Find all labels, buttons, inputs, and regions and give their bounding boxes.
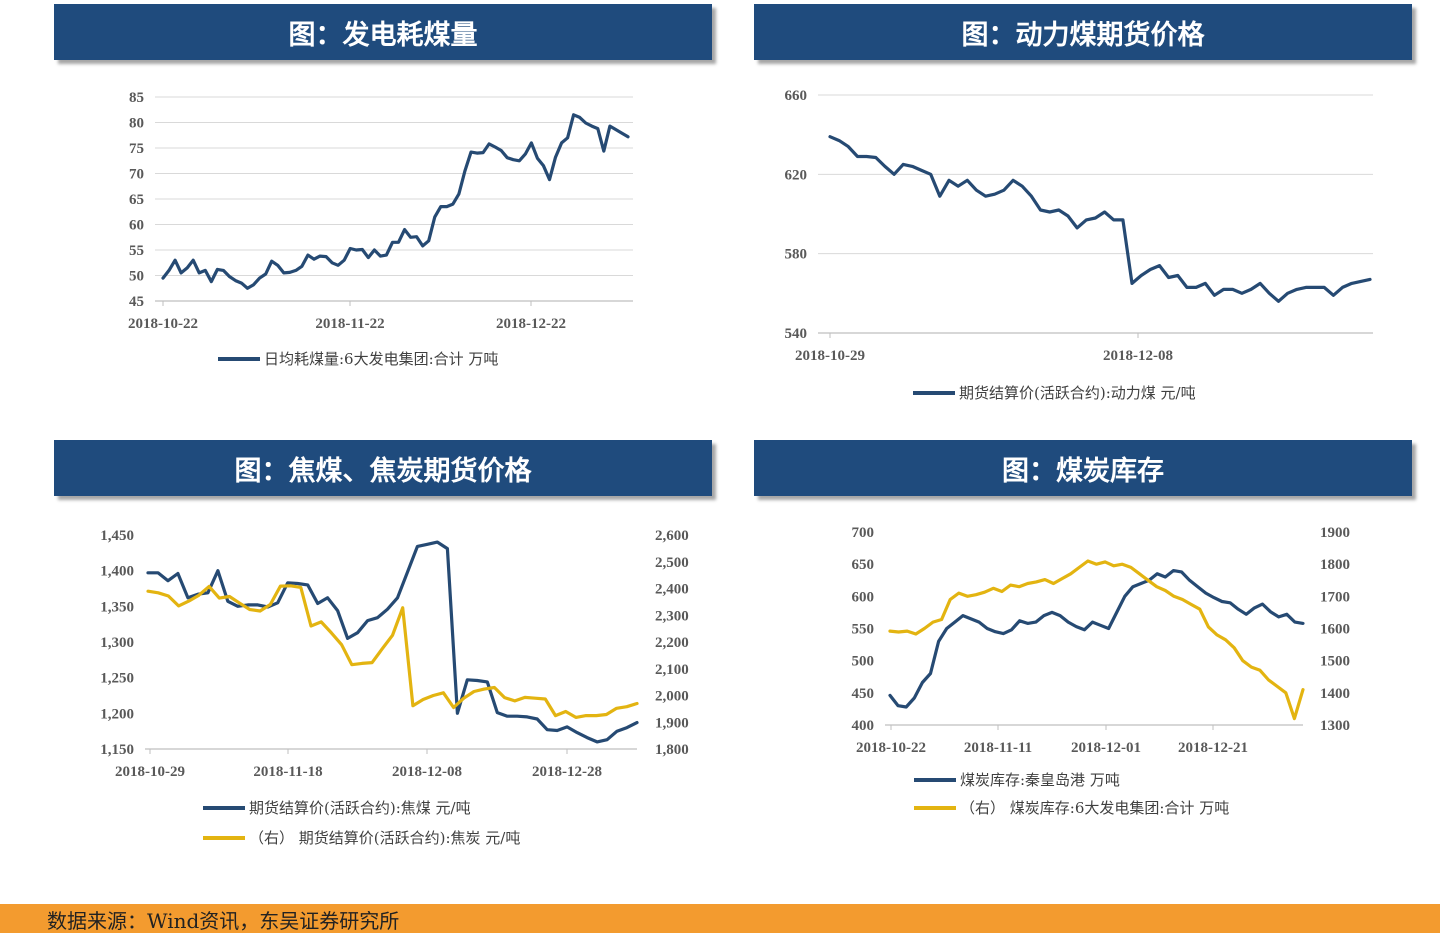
legend-swatch [914, 777, 956, 782]
y-tick-label: 1,450 [100, 528, 134, 544]
y-tick-label: 50 [129, 269, 144, 285]
y-tick-label: 620 [785, 167, 808, 183]
panel-2-legend-item-1: 期货结算价(活跃合约):动力煤 元/吨 [913, 382, 1196, 403]
y2-tick-label: 2,000 [655, 689, 689, 705]
x-tick-label: 2018-12-28 [532, 764, 602, 780]
y-tick-label: 1,350 [100, 599, 134, 615]
y2-tick-label: 1900 [1320, 525, 1350, 541]
series-line-1 [146, 540, 639, 744]
y-tick-label: 450 [852, 686, 875, 702]
series-line-1 [888, 568, 1305, 709]
panel-1-title-banner: 图：发电耗煤量 [54, 4, 712, 60]
y-tick-label: 80 [129, 116, 144, 132]
legend-label: 煤炭库存:秦皇岛港 万吨 [960, 771, 1120, 789]
source-text: 数据来源：Wind资讯，东吴证券研究所 [47, 909, 400, 933]
panel-4-legend-item-2: （右） 煤炭库存:6大发电集团:合计 万吨 [914, 797, 1229, 818]
legend-label: 期货结算价(活跃合约):动力煤 元/吨 [959, 384, 1196, 402]
x-tick-label: 2018-12-01 [1071, 740, 1141, 756]
legend-label: （右） 期货结算价(活跃合约):焦炭 元/吨 [249, 829, 521, 847]
y-tick-label: 75 [129, 141, 144, 157]
series-line-1 [161, 113, 630, 290]
y-tick-label: 70 [129, 167, 144, 183]
x-tick-label: 2018-12-08 [392, 764, 462, 780]
panel-1-title: 图：发电耗煤量 [288, 19, 478, 51]
panel-4-legend-item-1: 煤炭库存:秦皇岛港 万吨 [914, 769, 1120, 790]
y-tick-label: 700 [852, 525, 875, 541]
y-tick-label: 400 [852, 718, 875, 734]
y-tick-label: 65 [129, 192, 144, 208]
panel-4-title: 图：煤炭库存 [1002, 455, 1164, 487]
x-tick-label: 2018-12-21 [1178, 740, 1248, 756]
y-tick-label: 550 [852, 622, 875, 638]
y-tick-label: 85 [129, 90, 144, 106]
y-tick-label: 650 [852, 557, 875, 573]
y2-tick-label: 2,500 [655, 555, 689, 571]
panel-2-title-banner: 图：动力煤期货价格 [754, 4, 1412, 60]
y2-tick-label: 1800 [1320, 557, 1350, 573]
x-tick-label: 2018-10-22 [128, 316, 198, 332]
y-tick-label: 540 [785, 326, 808, 342]
y-tick-label: 500 [852, 654, 875, 670]
panel-3-legend-item-2: （右） 期货结算价(活跃合约):焦炭 元/吨 [203, 827, 520, 848]
panel-1-legend-item-1: 日均耗煤量:6大发电集团:合计 万吨 [218, 348, 498, 369]
x-tick-label: 2018-12-08 [1103, 348, 1173, 364]
x-tick-label: 2018-10-29 [795, 348, 865, 364]
panel-3-legend-item-1: 期货结算价(活跃合约):焦煤 元/吨 [203, 797, 471, 818]
x-tick-label: 2018-11-22 [315, 316, 384, 332]
panel-2-title: 图：动力煤期货价格 [961, 19, 1205, 51]
y-tick-label: 660 [785, 88, 808, 104]
y2-tick-label: 1,800 [655, 742, 689, 758]
series-line-2 [146, 584, 639, 720]
legend-swatch [218, 356, 260, 361]
y2-tick-label: 2,200 [655, 635, 689, 651]
x-tick-label: 2018-10-29 [115, 764, 185, 780]
y-tick-label: 60 [129, 218, 144, 234]
y-tick-label: 600 [852, 589, 875, 605]
source-footer: 数据来源：Wind资讯，东吴证券研究所 [0, 904, 1440, 933]
legend-label: （右） 煤炭库存:6大发电集团:合计 万吨 [960, 799, 1230, 817]
legend-label: 期货结算价(活跃合约):焦煤 元/吨 [249, 799, 471, 817]
series-line-2 [888, 559, 1305, 721]
y-tick-label: 55 [129, 243, 144, 259]
y2-tick-label: 1700 [1320, 589, 1350, 605]
legend-swatch [203, 835, 245, 840]
y-tick-label: 1,250 [100, 671, 134, 687]
y2-tick-label: 2,300 [655, 608, 689, 624]
y2-tick-label: 1300 [1320, 718, 1350, 734]
x-tick-label: 2018-11-11 [964, 740, 1032, 756]
x-tick-label: 2018-12-22 [496, 316, 566, 332]
panel-3-title: 图：焦煤、焦炭期货价格 [234, 455, 532, 487]
y2-tick-label: 1400 [1320, 686, 1350, 702]
x-tick-label: 2018-10-22 [856, 740, 926, 756]
legend-swatch [203, 805, 245, 810]
legend-swatch [914, 805, 956, 810]
y2-tick-label: 2,400 [655, 582, 689, 598]
y2-tick-label: 1600 [1320, 622, 1350, 638]
series-line-1 [828, 135, 1372, 303]
y2-tick-label: 1500 [1320, 654, 1350, 670]
y-tick-label: 1,400 [100, 564, 134, 580]
y2-tick-label: 2,100 [655, 662, 689, 678]
y2-tick-label: 1,900 [655, 715, 689, 731]
x-tick-label: 2018-11-18 [253, 764, 322, 780]
legend-label: 日均耗煤量:6大发电集团:合计 万吨 [264, 350, 499, 368]
panel-4-title-banner: 图：煤炭库存 [754, 440, 1412, 496]
y-tick-label: 1,300 [100, 635, 134, 651]
legend-swatch [913, 390, 955, 395]
y-tick-label: 1,150 [100, 742, 134, 758]
y-tick-label: 45 [129, 294, 144, 310]
y-tick-label: 580 [785, 247, 808, 263]
y-tick-label: 1,200 [100, 706, 134, 722]
panel-3-title-banner: 图：焦煤、焦炭期货价格 [54, 440, 712, 496]
y2-tick-label: 2,600 [655, 528, 689, 544]
